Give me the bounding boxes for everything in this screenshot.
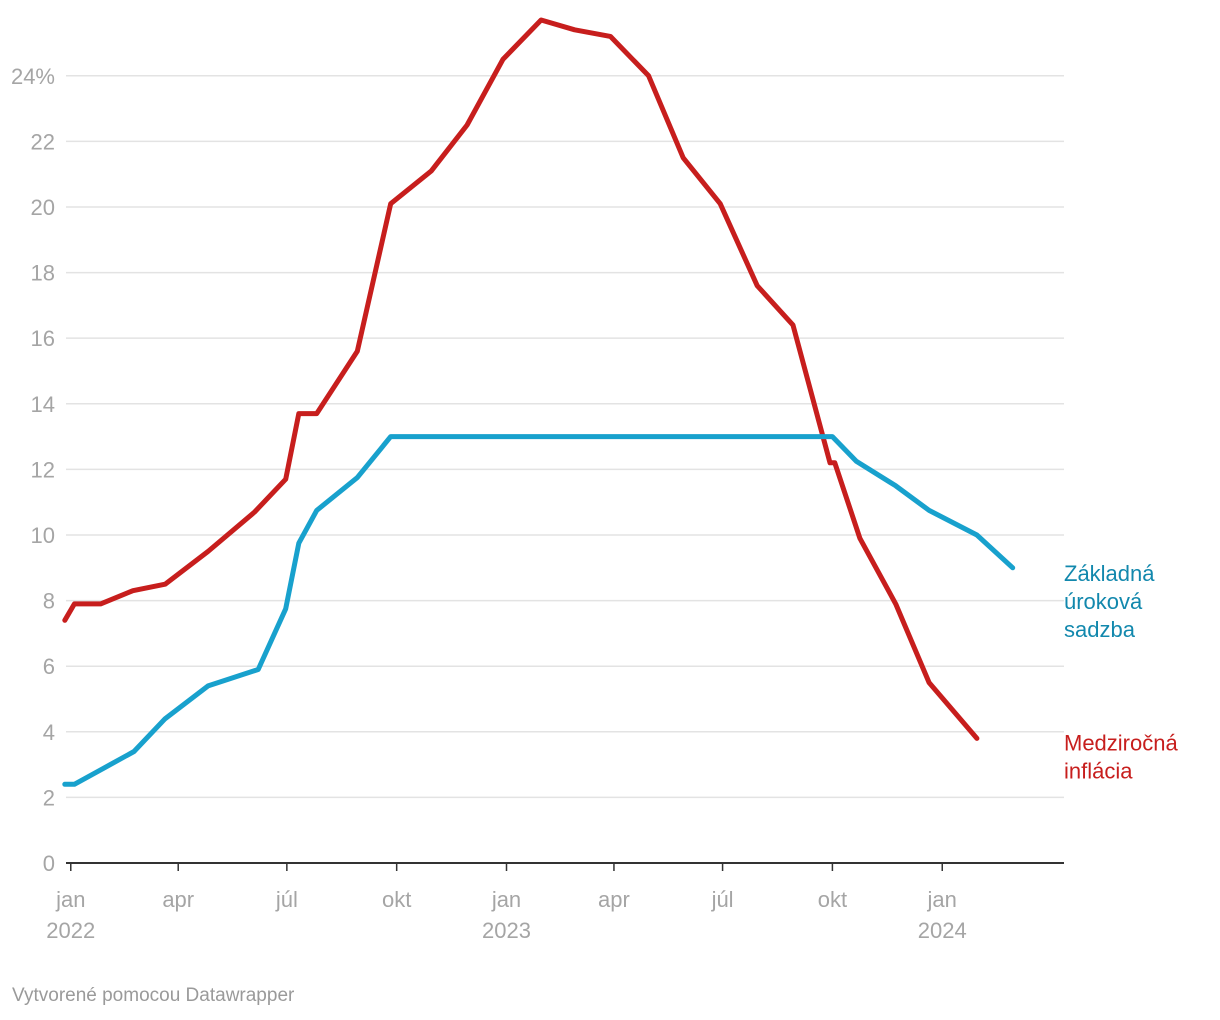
credit-text: Vytvorené pomocou Datawrapper — [12, 985, 295, 1006]
x-tick-label: jan — [55, 887, 85, 912]
series-label-line: inflácia — [1064, 758, 1133, 783]
series-lines — [62, 17, 1016, 787]
series-label-line: Základná — [1064, 561, 1155, 586]
interest-rate-label: Základná úroková sadzba — [1064, 561, 1155, 642]
series-label-line: Medziročná — [1064, 730, 1178, 755]
x-tick-label: jan — [927, 887, 957, 912]
interest-rate-line — [62, 434, 1016, 787]
x-tick-year: 2022 — [46, 918, 95, 943]
y-tick-label: 2 — [43, 785, 55, 810]
y-tick-label: 6 — [43, 654, 55, 679]
y-tick-label: 4 — [43, 720, 55, 745]
inflation-line — [62, 17, 980, 741]
y-axis-ticks: 0 2 4 6 8 10 12 14 16 18 20 22 24% — [11, 64, 55, 876]
x-tick-label: okt — [382, 887, 411, 912]
y-tick-label: 22 — [31, 129, 55, 154]
x-tick-label: apr — [162, 887, 194, 912]
series-label-line: úroková — [1064, 589, 1143, 614]
inflation-label: Medziročná inflácia — [1064, 730, 1178, 783]
x-tick-label: júl — [275, 887, 298, 912]
y-tick-label: 10 — [31, 523, 55, 548]
x-tick-year: 2023 — [482, 918, 531, 943]
y-tick-label: 24% — [11, 64, 55, 89]
gridlines — [66, 75, 1064, 799]
y-tick-label: 12 — [31, 457, 55, 482]
y-tick-label: 0 — [43, 851, 55, 876]
series-label-line: sadzba — [1064, 617, 1136, 642]
x-tick-label: okt — [818, 887, 847, 912]
x-tick-label: júl — [711, 887, 734, 912]
y-tick-label: 18 — [31, 261, 55, 286]
series-labels: Medziročná inflácia Základná úroková sadzba — [1064, 561, 1178, 784]
x-tick-label: apr — [598, 887, 630, 912]
y-tick-label: 20 — [31, 195, 55, 220]
x-tick-year: 2024 — [918, 918, 967, 943]
x-axis: jan 2022 apr júl okt jan 2023 apr júl okt jan 2024 — [46, 862, 1064, 943]
y-tick-label: 8 — [43, 589, 55, 614]
y-tick-label: 16 — [31, 326, 55, 351]
x-tick-label: jan — [491, 887, 521, 912]
y-tick-label: 14 — [31, 392, 55, 417]
